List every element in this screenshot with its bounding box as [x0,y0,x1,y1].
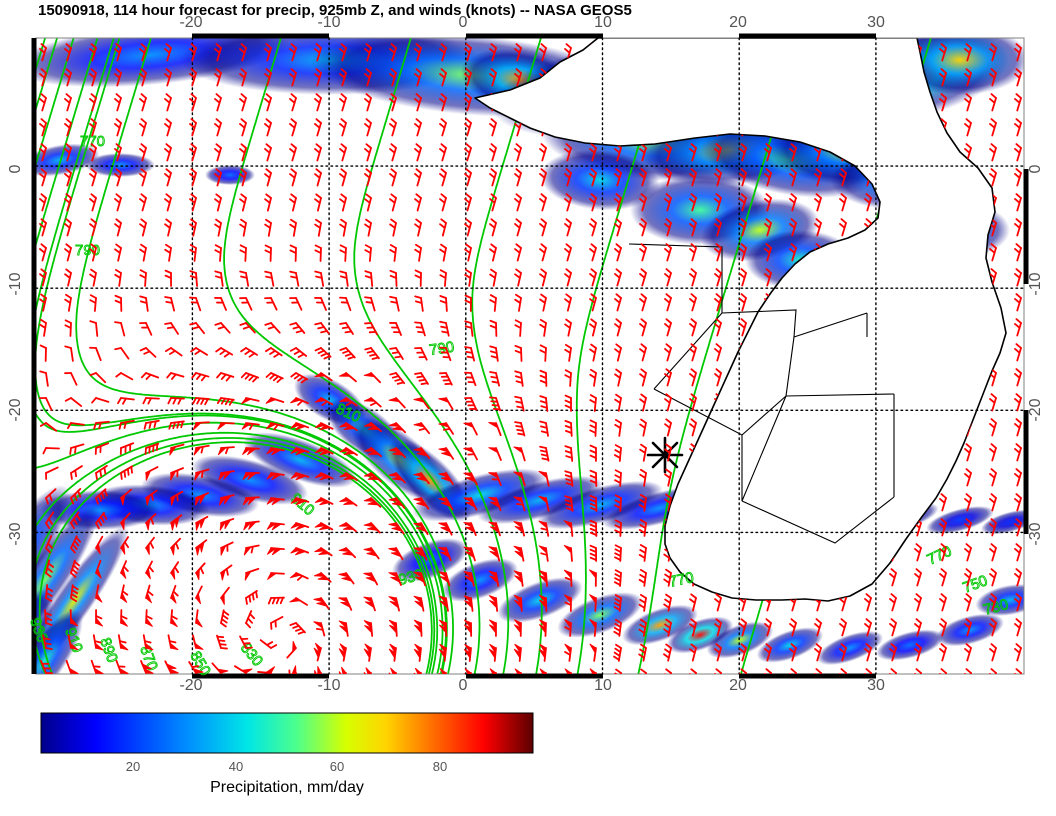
svg-text:-30: -30 [7,522,24,545]
svg-text:Precipitation, mm/day: Precipitation, mm/day [210,779,364,796]
svg-text:-10: -10 [7,272,24,295]
svg-text:-20: -20 [179,677,202,694]
svg-text:0: 0 [7,164,24,173]
svg-text:0: 0 [459,677,468,694]
svg-text:20: 20 [729,677,747,694]
svg-text:20: 20 [729,14,747,31]
svg-text:0: 0 [1027,164,1044,173]
svg-text:80: 80 [433,759,447,774]
svg-text:-10: -10 [317,677,340,694]
svg-text:0: 0 [459,14,468,31]
svg-text:30: 30 [867,677,885,694]
svg-text:-30: -30 [1027,522,1044,545]
svg-text:10: 10 [594,677,612,694]
svg-text:-10: -10 [317,14,340,31]
svg-text:60: 60 [330,759,344,774]
svg-text:-20: -20 [179,14,202,31]
svg-text:40: 40 [229,759,243,774]
svg-text:-20: -20 [1027,398,1044,421]
svg-text:10: 10 [594,14,612,31]
svg-text:20: 20 [126,759,140,774]
svg-text:-20: -20 [7,398,24,421]
svg-text:30: 30 [867,14,885,31]
svg-text:790: 790 [428,339,455,359]
svg-text:-10: -10 [1027,272,1044,295]
